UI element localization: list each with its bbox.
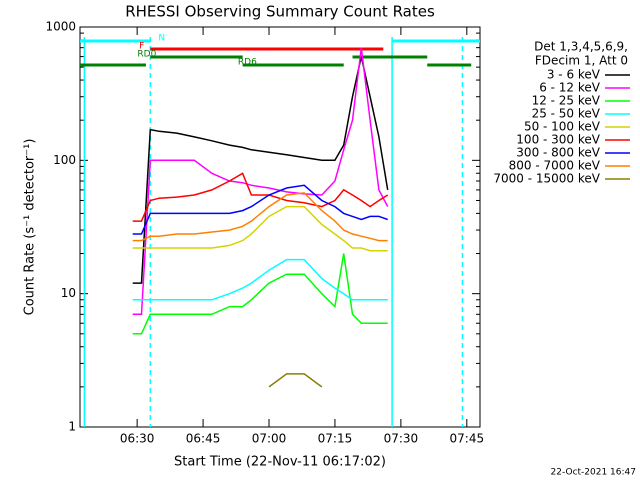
timestamp: 22-Oct-2021 16:47 <box>551 468 636 478</box>
legend-label: 3 - 6 keV <box>547 68 601 82</box>
series-line <box>132 205 388 252</box>
x-tick-label: 06:45 <box>186 432 221 446</box>
legend-label: 800 - 7000 keV <box>509 159 601 173</box>
series-line <box>132 192 388 242</box>
legend-label: 100 - 300 keV <box>516 133 600 147</box>
x-axis-label: Start Time (22-Nov-11 06:17:02) <box>174 455 386 470</box>
y-tick-label: 100 <box>53 153 76 167</box>
legend-label: 7000 - 15000 keV <box>493 172 600 186</box>
legend-label: 50 - 100 keV <box>524 120 601 134</box>
series-line <box>132 253 388 335</box>
y-tick-label: 10 <box>61 286 76 300</box>
legend-label: 300 - 800 keV <box>516 146 600 160</box>
legend-label: 12 - 25 keV <box>532 94 601 108</box>
x-tick-label: 07:15 <box>318 432 353 446</box>
series-line <box>268 373 323 388</box>
series-line <box>132 258 388 301</box>
x-tick-label: 07:45 <box>450 432 485 446</box>
flag-label: RD0 <box>137 50 156 60</box>
flag-label: F <box>139 42 144 52</box>
series-line <box>132 56 389 284</box>
x-tick-label: 07:30 <box>384 432 419 446</box>
series-line <box>132 184 388 235</box>
series-line <box>132 47 389 316</box>
y-axis-label: Count Rate (s⁻¹ detector⁻¹) <box>23 139 38 316</box>
legend-label: 25 - 50 keV <box>532 107 601 121</box>
legend-header: FDecim 1, Att 0 <box>535 54 628 68</box>
flag-label: RD6 <box>238 58 257 68</box>
chart-title: RHESSI Observing Summary Count Rates <box>125 3 435 21</box>
y-tick-label: 1 <box>68 420 76 434</box>
x-tick-label: 07:00 <box>252 432 287 446</box>
x-tick-label: 06:30 <box>120 432 155 446</box>
plot-frame <box>79 26 481 428</box>
flag-label: N <box>158 34 165 44</box>
legend-header: Det 1,3,4,5,6,9, <box>534 40 628 54</box>
legend-label: 6 - 12 keV <box>539 81 601 95</box>
y-tick-label: 1000 <box>45 20 76 34</box>
